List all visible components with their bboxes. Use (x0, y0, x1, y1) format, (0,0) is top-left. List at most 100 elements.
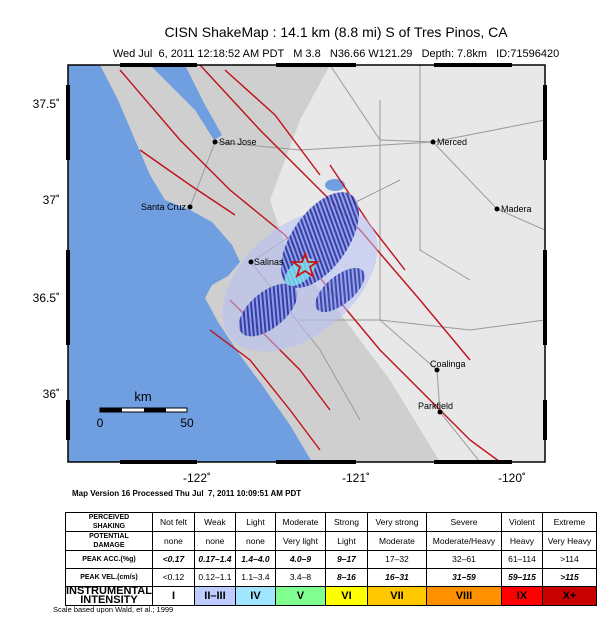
scale-seg (100, 408, 122, 412)
row-label-line: PEAK VEL.(cm/s) (80, 574, 138, 581)
legend-row: POTENTIAL DAMAGE none none none Very light Lig… (65, 531, 597, 551)
legend-cell: Strong (324, 512, 368, 532)
legend-row: INSTRUMENTAL INTENSITY I II–III IV V VI VII VIII… (65, 585, 597, 606)
bay (150, 65, 222, 140)
legend-cell: IX (500, 586, 543, 606)
city-label: San Jose (219, 137, 257, 147)
legend-cell: Moderate (366, 531, 427, 551)
intensity-legend: PERCEIVED SHAKING Not felt Weak Light Moderat… (65, 512, 597, 606)
legend-cell: >114 (541, 550, 597, 569)
city-dot (434, 367, 440, 373)
city-dot (430, 139, 436, 145)
subtitle: Wed Jul 6, 2011 12:18:52 AM PDT M 3.8 N3… (113, 48, 559, 60)
legend-cell: <0.12 (151, 568, 195, 587)
legend-row: PEAK ACC.(%g) <0.17 0.17–1.4 1.4–4.0 4.0–9 9–… (65, 550, 597, 569)
title: CISN ShakeMap : 14.1 km (8.8 mi) S of Tr… (164, 24, 508, 40)
city-label: Salinas (254, 257, 284, 267)
legend-cell: 32–61 (425, 550, 502, 569)
legend-cell: 9–17 (324, 550, 368, 569)
legend-cell: Weak (193, 512, 236, 532)
footer: Map Version 16 Processed Thu Jul 7, 2011… (72, 489, 301, 498)
legend-cell: none (151, 531, 195, 551)
legend-cell: IV (234, 586, 276, 606)
lon-label: -121˚ (342, 471, 370, 485)
legend-cell: II–III (193, 586, 236, 606)
legend-cell: none (193, 531, 236, 551)
city-dot (212, 139, 218, 145)
reservoir (325, 179, 345, 191)
legend-cell: <0.17 (151, 550, 195, 569)
legend-cell: 0.17–1.4 (193, 550, 236, 569)
city-dot (248, 259, 254, 265)
legend-cell: Violent (500, 512, 543, 532)
legend-cell: Very light (274, 531, 326, 551)
lat-label: 36.5˚ (33, 291, 60, 305)
city-dot (437, 409, 443, 415)
scale-note: Scale based upon Wald, et al.; 1999 (53, 605, 174, 614)
row-label: PEAK ACC.(%g) (65, 550, 153, 569)
lon-label: -122˚ (183, 471, 211, 485)
legend-cell: 16–31 (366, 568, 427, 587)
lat-label: 36˚ (43, 387, 60, 401)
legend-cell: Extreme (541, 512, 597, 532)
city-label: Santa Cruz (141, 202, 187, 212)
legend-cell: VII (366, 586, 427, 606)
frame-ticks (66, 63, 547, 464)
legend-cell: 0.12–1.1 (193, 568, 236, 587)
legend-cell: Light (324, 531, 368, 551)
scale-seg (144, 408, 166, 412)
row-label-line: INTENSITY (80, 594, 138, 606)
legend-cell: V (274, 586, 326, 606)
scale-end: 50 (180, 416, 194, 430)
legend-cell: 4.0–9 (274, 550, 326, 569)
legend-cell: 17–32 (366, 550, 427, 569)
lon-label: -120˚ (498, 471, 526, 485)
legend-cell: I (151, 586, 195, 606)
map-figure: CISN ShakeMap : 14.1 km (8.8 mi) S of Tr… (33, 24, 560, 498)
scale-start: 0 (97, 416, 104, 430)
legend-cell: Severe (425, 512, 502, 532)
epicenter (290, 251, 320, 279)
legend-cell: VI (324, 586, 368, 606)
legend-row: PERCEIVED SHAKING Not felt Weak Light Moderat… (65, 512, 597, 532)
cities: San Jose Merced Santa Cruz Madera Salina… (141, 137, 532, 415)
row-label-line: PEAK ACC.(%g) (82, 556, 136, 563)
row-label-line: PERCEIVED (88, 514, 130, 521)
legend-cell: 3.4–8 (274, 568, 326, 587)
legend-cell: 31–59 (425, 568, 502, 587)
row-label-line: SHAKING (92, 523, 126, 530)
scale-unit: km (134, 389, 151, 404)
row-label-line: POTENTIAL (89, 533, 129, 540)
row-label-line: DAMAGE (93, 542, 125, 549)
city-label: Coalinga (430, 359, 466, 369)
legend-cell: 1.4–4.0 (234, 550, 276, 569)
row-label-line: INSTRUMENTAL (66, 585, 152, 597)
row-label: PEAK VEL.(cm/s) (65, 568, 153, 587)
city-dot (494, 206, 500, 212)
legend-row: PEAK VEL.(cm/s) <0.12 0.12–1.1 1.1–3.4 3.4–8… (65, 568, 597, 587)
legend-cell: 8–16 (324, 568, 368, 587)
legend-cell: X+ (541, 586, 597, 606)
legend-cell: Moderate (274, 512, 326, 532)
ocean (68, 65, 312, 462)
lat-label: 37˚ (43, 193, 60, 207)
city-label: Parkfield (418, 401, 453, 411)
city-label: Merced (437, 137, 467, 147)
map-area (68, 65, 545, 462)
scale-bar: km 0 50 (97, 389, 194, 430)
row-label: INSTRUMENTAL INTENSITY (65, 585, 153, 606)
legend-cell: Moderate/Heavy (425, 531, 502, 551)
legend-cell: Very Heavy (541, 531, 597, 551)
row-label: POTENTIAL DAMAGE (65, 531, 153, 551)
legend-cell: none (234, 531, 276, 551)
legend-cell: Heavy (500, 531, 543, 551)
legend-cell: 61–114 (500, 550, 543, 569)
legend-cell: Light (234, 512, 276, 532)
legend-cell: >115 (541, 568, 597, 587)
legend-cell: Not felt (151, 512, 195, 532)
row-label: PERCEIVED SHAKING (65, 512, 153, 532)
intensity-field (222, 192, 378, 352)
city-dot (187, 204, 193, 210)
city-label: Madera (501, 204, 532, 214)
